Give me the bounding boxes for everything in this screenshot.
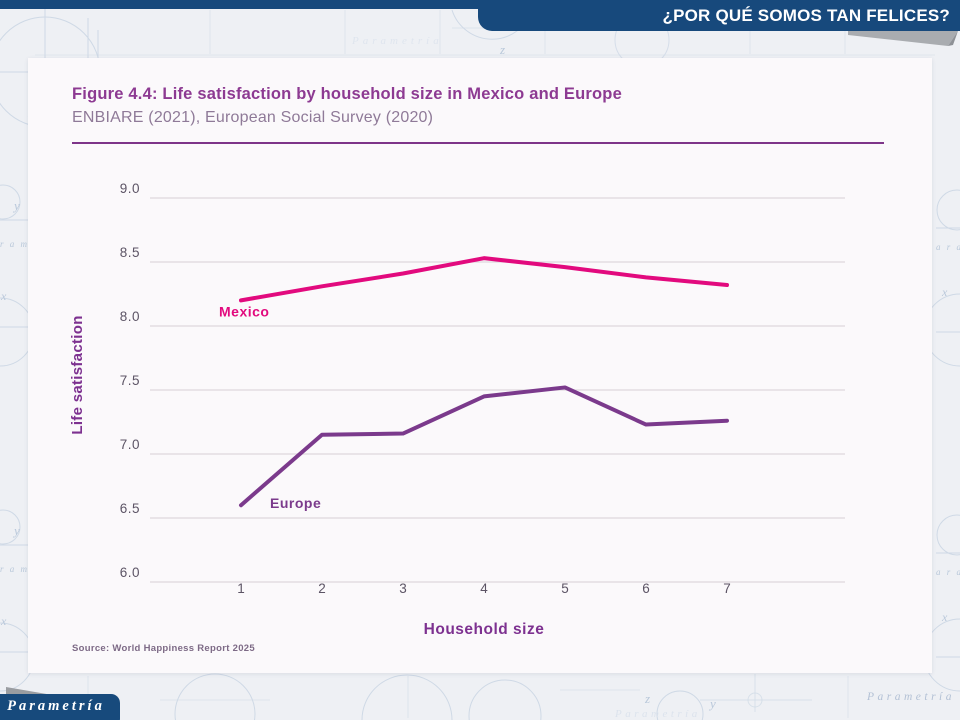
line-chart: 9.0 8.5 8.0 7.5 7.0 6.5 6.0 1 2 3 4 5 6 7 Mexico Europe…	[70, 181, 845, 638]
source-note: Source: World Happiness Report 2025	[72, 643, 255, 654]
svg-text:y: y	[12, 198, 20, 213]
svg-text:x: x	[941, 610, 948, 624]
x-tick-label: 4	[480, 581, 488, 596]
x-tick-label: 6	[642, 581, 650, 596]
x-tick-label: 5	[561, 581, 569, 596]
y-tick-label: 8.5	[120, 245, 140, 260]
series-line-mexico	[239, 256, 729, 303]
svg-text:a r a: a r a	[936, 242, 960, 252]
svg-text:a r a: a r a	[936, 567, 960, 577]
x-tick-label: 3	[399, 581, 407, 596]
y-tick-label: 8.0	[120, 309, 140, 324]
header-ribbon-fold	[948, 31, 958, 46]
svg-text:x: x	[0, 614, 7, 628]
figure-card: Figure 4.4: Life satisfaction by househo…	[28, 58, 932, 673]
x-tick-label: 1	[237, 581, 245, 596]
header-ribbon-shadow	[848, 31, 958, 46]
series-line-europe	[239, 385, 729, 508]
watermark-bottom-right: Parametría	[866, 691, 955, 703]
series-label-mexico: Mexico	[219, 303, 269, 319]
svg-text:z: z	[499, 42, 505, 57]
title-divider	[72, 142, 884, 144]
y-tick-label: 9.0	[120, 181, 140, 196]
parametria-logo: Parametría	[0, 694, 120, 720]
y-axis-title: Life satisfaction	[70, 315, 86, 434]
y-tick-label: 6.5	[120, 501, 140, 516]
header-banner: ¿POR QUÉ SOMOS TAN FELICES?	[478, 0, 960, 31]
header-title: ¿POR QUÉ SOMOS TAN FELICES?	[662, 5, 950, 25]
svg-text:x: x	[0, 289, 7, 303]
series-label-europe: Europe	[270, 495, 321, 511]
svg-text:y: y	[708, 696, 716, 711]
svg-text:z: z	[644, 691, 650, 706]
x-tick-label: 2	[318, 581, 326, 596]
svg-text:x: x	[941, 285, 948, 299]
figure-subtitle: ENBIARE (2021), European Social Survey (…	[72, 109, 434, 126]
svg-text:y: y	[12, 523, 20, 538]
x-axis-title: Household size	[424, 621, 545, 638]
x-tick-label: 7	[723, 581, 731, 596]
y-tick-label: 6.0	[120, 565, 140, 580]
y-tick-label: 7.0	[120, 437, 140, 452]
svg-text:r a m: r a m	[0, 239, 29, 249]
figure-title: Figure 4.4: Life satisfaction by househo…	[72, 85, 622, 103]
watermark-top: Parametría	[351, 35, 443, 47]
parametria-logo-text: Parametría	[7, 698, 105, 714]
y-tick-label: 7.5	[120, 373, 140, 388]
watermark-bottom-mid: Parametría	[614, 708, 701, 720]
svg-text:r a m: r a m	[0, 564, 29, 574]
